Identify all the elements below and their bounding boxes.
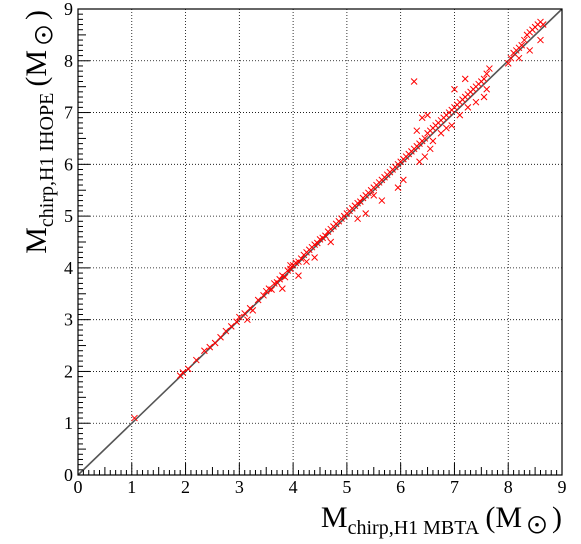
data-point xyxy=(395,185,401,191)
y-axis-label-unit-close: ) xyxy=(20,10,53,20)
data-point xyxy=(516,55,522,61)
x-tick-label: 5 xyxy=(342,477,351,497)
data-point xyxy=(438,130,444,136)
y-tick-label: 4 xyxy=(64,258,73,278)
x-axis-label-unit-open: (M xyxy=(485,501,522,534)
x-axis-label-subscript: chirp,H1 MBTA xyxy=(348,517,480,539)
x-axis-label-unit-close: ) xyxy=(552,501,562,534)
data-point xyxy=(416,159,422,165)
data-point xyxy=(355,216,361,222)
solar-symbol-icon-y xyxy=(36,27,52,43)
x-tick-label: 8 xyxy=(504,477,513,497)
data-point xyxy=(295,273,301,279)
data-point xyxy=(473,99,479,105)
data-point xyxy=(462,76,468,82)
x-tick-label: 9 xyxy=(558,477,567,497)
x-tick-label: 6 xyxy=(396,477,405,497)
data-point xyxy=(312,255,318,261)
x-axis-label-main: M xyxy=(321,501,348,534)
data-point xyxy=(185,366,191,372)
data-point xyxy=(414,128,420,134)
solar-dot xyxy=(535,523,539,527)
y-axis-label-unit-open: (M xyxy=(20,50,53,87)
y-tick-label: 5 xyxy=(64,206,73,226)
y-tick-label: 8 xyxy=(64,51,73,71)
y-axis-label-main: M xyxy=(20,227,53,254)
data-point xyxy=(430,138,436,144)
y-tick-label: 3 xyxy=(64,310,73,330)
data-point xyxy=(212,340,218,346)
y-tick-label: 1 xyxy=(64,413,73,433)
data-point xyxy=(279,286,285,292)
y-tick-label: 7 xyxy=(64,103,73,123)
data-point xyxy=(457,112,463,118)
data-point xyxy=(427,146,433,152)
data-point xyxy=(465,104,471,110)
y-tick-label: 0 xyxy=(64,465,73,485)
y-tick-label: 2 xyxy=(64,361,73,381)
y-axis-label: Mchirp,H1 IHOPE(M__) xyxy=(20,10,58,254)
x-tick-label: 0 xyxy=(74,477,83,497)
data-point xyxy=(484,86,490,92)
data-point xyxy=(304,259,310,265)
data-point xyxy=(328,239,334,245)
reference-line xyxy=(78,9,562,475)
data-point xyxy=(537,37,543,43)
data-point xyxy=(363,211,369,217)
reference-line-group xyxy=(78,9,562,475)
solar-dot xyxy=(42,33,46,37)
data-point xyxy=(527,47,533,53)
data-points xyxy=(131,19,546,421)
data-point xyxy=(422,154,428,160)
x-tick-label: 2 xyxy=(181,477,190,497)
x-axis-label: Mchirp,H1 MBTA (M__) xyxy=(321,501,562,539)
x-tick-labels: 0 1 2 3 4 5 6 7 8 9 xyxy=(74,477,567,497)
y-axis-label-subscript: chirp,H1 IHOPE xyxy=(36,93,58,227)
solar-symbol-icon-x xyxy=(529,517,545,533)
data-point xyxy=(218,334,224,340)
x-tick-label: 7 xyxy=(450,477,459,497)
x-tick-label: 4 xyxy=(289,477,298,497)
data-point xyxy=(379,198,385,204)
y-tick-label: 9 xyxy=(64,0,73,19)
data-point xyxy=(411,78,417,84)
data-point xyxy=(400,177,406,183)
x-tick-label: 1 xyxy=(127,477,136,497)
data-point xyxy=(250,307,256,313)
y-tick-labels: 0 1 2 3 4 5 6 7 8 9 xyxy=(64,0,73,485)
y-tick-label: 6 xyxy=(64,154,73,174)
data-point xyxy=(481,94,487,100)
x-tick-label: 3 xyxy=(235,477,244,497)
